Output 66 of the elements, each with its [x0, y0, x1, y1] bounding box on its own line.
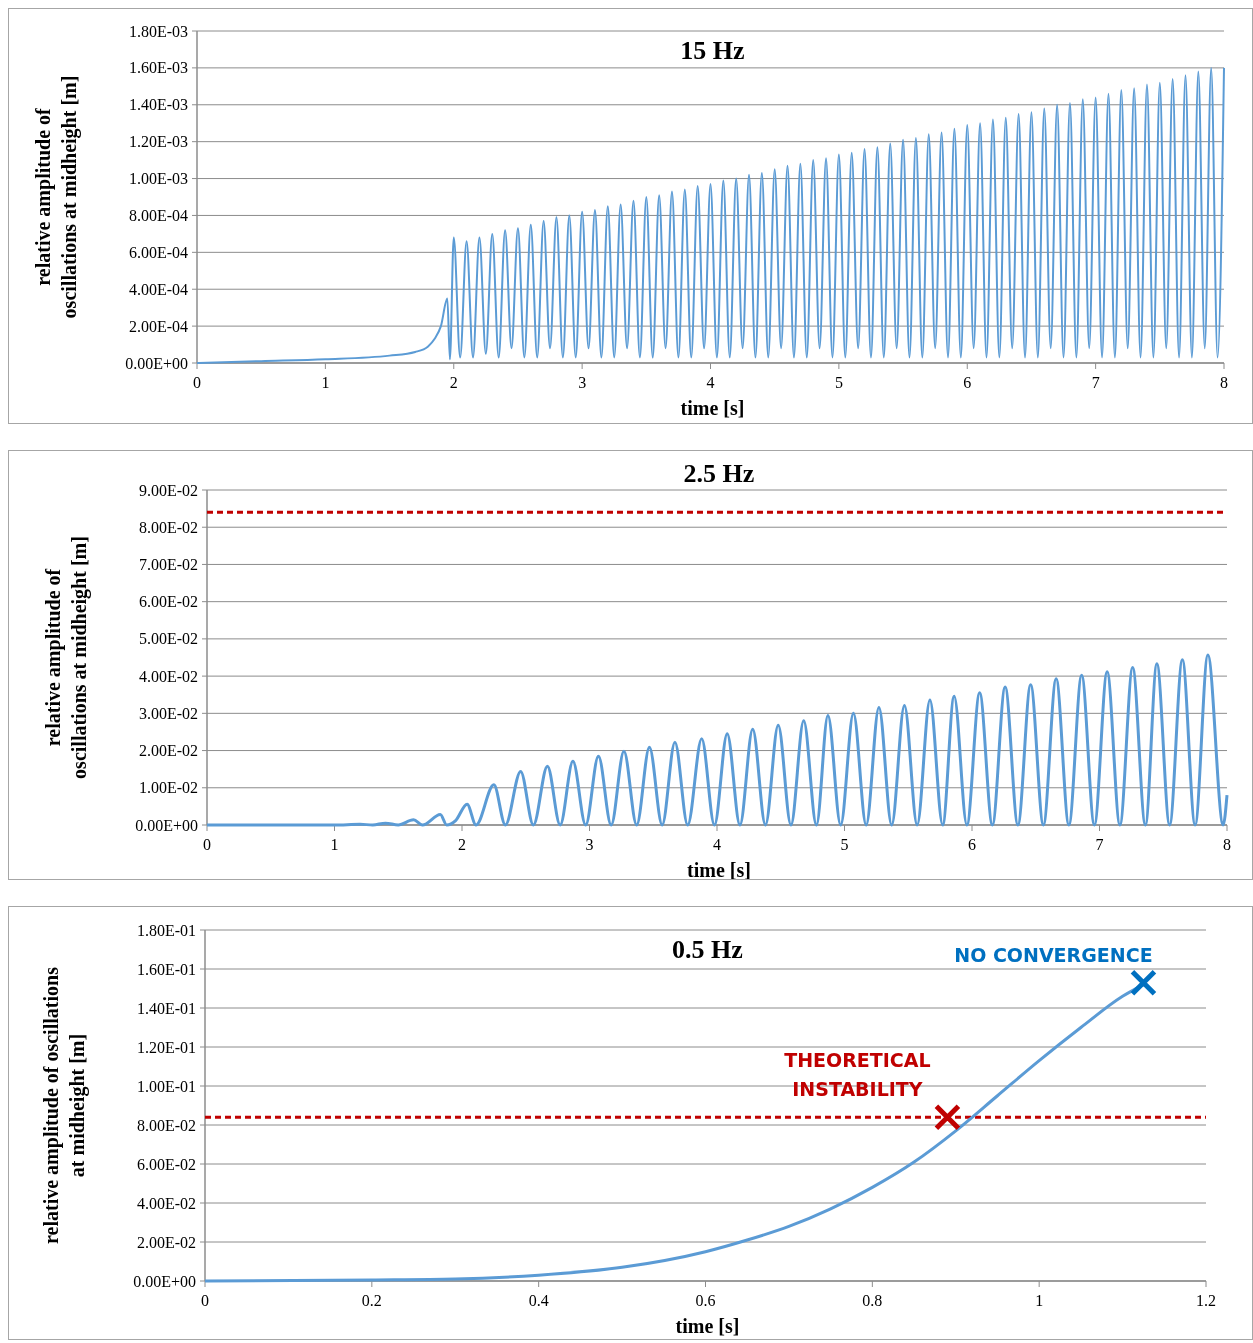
y-tick-label: 8.00E-04 [128, 207, 188, 225]
y-tick-label: 1.00E-03 [128, 170, 188, 188]
y-tick-label: 7.00E-02 [138, 556, 198, 574]
y-tick-label: 6.00E-02 [136, 1155, 196, 1173]
x-tick-label: 1.2 [1196, 1292, 1216, 1309]
y-tick-label: 2.00E-02 [136, 1233, 196, 1251]
annotation: NO CONVERGENCE [954, 943, 1153, 966]
y-tick-label: 8.00E-02 [136, 1116, 196, 1134]
y-tick-label: 3.00E-02 [138, 704, 198, 722]
y-axis-title: relative amplitude of oscillations at midheight [m] [40, 966, 89, 1244]
x-tick-label: 0 [203, 836, 211, 853]
y-tick-label: 0.00E+00 [125, 354, 188, 372]
y-tick-label: 1.20E-01 [136, 1038, 196, 1056]
chart-title: 0.5 Hz [672, 935, 743, 964]
x-tick-label: 2 [458, 836, 466, 853]
x-tick-label: 8 [1223, 836, 1231, 853]
x-axis-title: time [s] [675, 1315, 740, 1337]
x-tick-label: 1 [330, 836, 339, 853]
y-tick-label: 6.00E-02 [138, 593, 198, 611]
y-tick-label: 2.00E-04 [128, 317, 188, 335]
chart-title: 2.5 Hz [683, 459, 755, 488]
y-tick-label: 4.00E-02 [138, 667, 198, 685]
y-tick-label: 6.00E-04 [128, 243, 188, 261]
x-tick-label: 0 [201, 1292, 209, 1309]
y-tick-label: 5.00E-02 [138, 630, 198, 648]
x-tick-label: 5 [840, 836, 849, 853]
x-tick-label: 8 [1220, 374, 1228, 391]
x-tick-label: 0 [193, 374, 201, 391]
x-axis-title: time [s] [687, 859, 751, 881]
x-tick-label: 0.2 [361, 1292, 382, 1309]
y-tick-label: 1.60E-01 [136, 960, 196, 978]
y-tick-label: 1.40E-01 [136, 999, 196, 1017]
x-tick-label: 4 [706, 374, 715, 391]
annotation: THEORETICAL INSTABILITY [784, 1049, 931, 1101]
x-tick-label: 0.8 [862, 1292, 883, 1309]
y-tick-label: 1.80E-01 [136, 921, 196, 939]
y-axis-title: relative amplitude of oscillations at midheight [m] [42, 536, 91, 779]
y-tick-label: 8.00E-02 [138, 518, 198, 536]
y-tick-label: 1.00E-01 [136, 1077, 196, 1095]
x-tick-label: 3 [585, 836, 594, 853]
x-tick-label: 1 [1035, 1292, 1044, 1309]
x-tick-label: 7 [1091, 374, 1100, 391]
x-tick-label: 6 [963, 374, 972, 391]
x-axis-title: time [s] [680, 397, 745, 419]
x-tick-label: 0.4 [528, 1292, 549, 1309]
x-tick-label: 4 [713, 836, 721, 853]
y-tick-label: 0.00E+00 [133, 1272, 196, 1290]
y-tick-label: 2.00E-02 [138, 742, 198, 760]
y-tick-label: 4.00E-02 [136, 1194, 196, 1212]
y-tick-label: 0.00E+00 [135, 816, 198, 834]
x-tick-label: 6 [968, 836, 976, 853]
y-tick-label: 1.60E-03 [128, 59, 188, 77]
y-tick-label: 1.00E-02 [138, 779, 198, 797]
y-tick-label: 9.00E-02 [138, 481, 198, 499]
x-tick-label: 5 [834, 374, 843, 391]
y-tick-label: 4.00E-04 [128, 280, 188, 298]
x-tick-label: 0.6 [695, 1292, 716, 1309]
x-tick-label: 7 [1095, 836, 1104, 853]
chart-title: 15 Hz [680, 36, 745, 65]
x-tick-label: 1 [321, 374, 330, 391]
y-axis-title: relative amplitude of oscillations at midheight [m] [32, 75, 81, 319]
y-tick-label: 1.40E-03 [128, 96, 188, 114]
x-tick-label: 3 [578, 374, 587, 391]
y-tick-label: 1.80E-03 [128, 22, 188, 40]
x-tick-label: 2 [449, 374, 458, 391]
y-tick-label: 1.20E-03 [128, 133, 188, 151]
